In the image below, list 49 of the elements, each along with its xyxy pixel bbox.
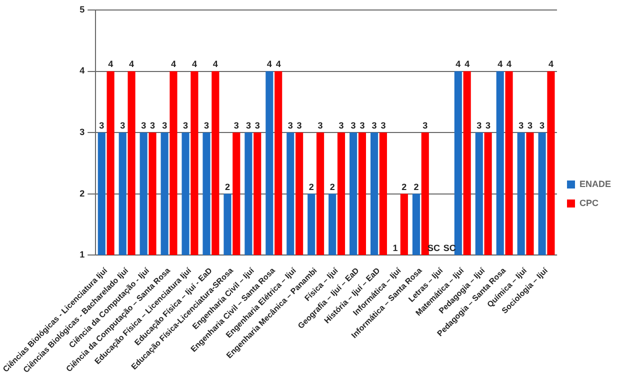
data-label: 3 <box>372 120 377 131</box>
data-label: 3 <box>486 120 491 131</box>
data-label: 3 <box>527 120 533 131</box>
data-label: 3 <box>183 120 188 131</box>
data-label: 3 <box>288 120 293 131</box>
y-tick-label: 3 <box>80 127 85 138</box>
data-label: 3 <box>162 120 168 131</box>
data-label: 4 <box>456 59 461 70</box>
data-label: 3 <box>99 120 104 131</box>
data-label: 4 <box>276 59 281 70</box>
y-tick-label: 2 <box>80 188 85 198</box>
data-label: 4 <box>506 59 512 70</box>
data-label: 2 <box>402 182 407 192</box>
y-tick-label: 1 <box>80 250 85 260</box>
data-label: 2 <box>330 182 335 192</box>
legend-label: CPC <box>579 198 599 208</box>
data-label: 3 <box>350 120 356 131</box>
data-label: 2 <box>224 182 230 192</box>
data-label: 4 <box>192 59 197 70</box>
data-label: 4 <box>498 59 503 70</box>
data-label: 3 <box>234 120 239 131</box>
data-label: 1 <box>392 243 398 254</box>
data-label: 3 <box>120 120 126 131</box>
data-label: 3 <box>254 120 260 131</box>
data-label: 2 <box>308 182 314 192</box>
data-label: 3 <box>518 120 524 131</box>
data-label: 4 <box>266 59 272 70</box>
data-label: 4 <box>108 59 114 70</box>
data-label: 4 <box>464 59 470 70</box>
y-tick-label: 5 <box>80 4 85 14</box>
data-label: 3 <box>318 120 323 131</box>
data-label: 3 <box>380 120 386 131</box>
data-label: 3 <box>338 120 344 131</box>
legend-label: ENADE <box>579 178 612 189</box>
data-label: 4 <box>129 59 134 70</box>
data-label: 4 <box>548 59 554 70</box>
data-label: 2 <box>414 182 419 192</box>
data-label: 3 <box>296 120 302 131</box>
data-label: 3 <box>141 120 146 131</box>
data-label: 3 <box>540 120 545 131</box>
data-label: 3 <box>204 120 210 131</box>
data-label: 3 <box>422 120 428 131</box>
data-label: 3 <box>476 120 482 131</box>
data-label: 3 <box>360 120 365 131</box>
data-label: 4 <box>212 59 218 70</box>
y-tick-label: 4 <box>80 66 85 76</box>
data-label: 3 <box>246 120 251 131</box>
data-label: 4 <box>170 59 176 70</box>
data-label: 3 <box>150 120 156 131</box>
